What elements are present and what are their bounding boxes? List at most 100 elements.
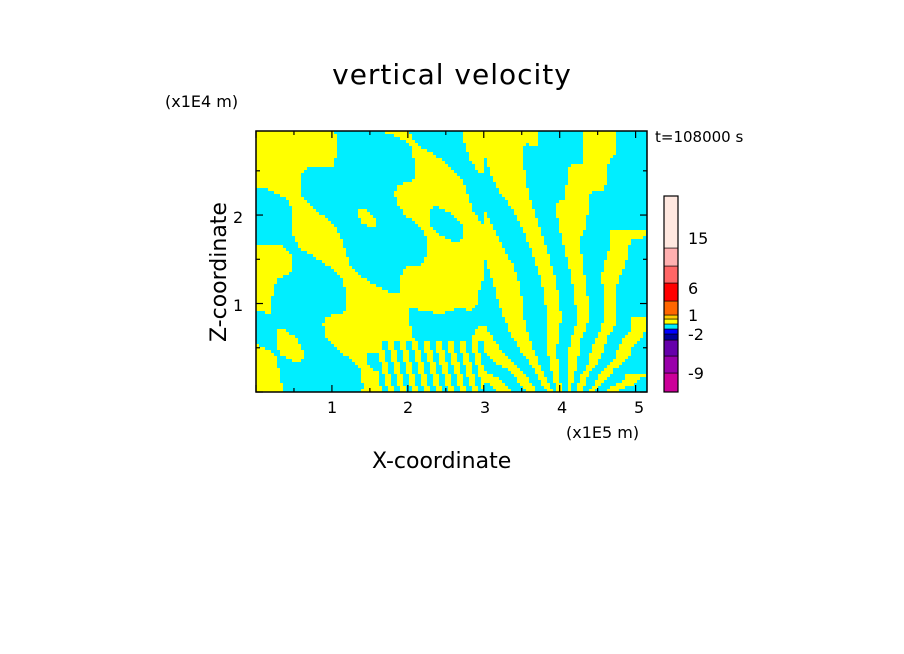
field-cell-553: [607, 365, 619, 368]
field-cell-325: [466, 308, 472, 311]
field-cell-627: [397, 380, 403, 383]
field-cell-6: [463, 134, 538, 137]
field-cell-303: [604, 296, 616, 299]
field-cell-88: [499, 191, 529, 194]
field-cell-391: [277, 338, 298, 341]
field-cell-510: [439, 359, 445, 362]
field-cell-339: [547, 314, 562, 317]
field-cell-514: [493, 359, 511, 362]
field-cell-661: [256, 386, 283, 389]
field-cell-64: [490, 173, 526, 176]
field-cell-299: [346, 296, 478, 299]
field-cell-44: [472, 161, 484, 164]
field-cell-217: [424, 260, 484, 263]
field-cell-536: [610, 362, 622, 365]
field-cell-80: [496, 185, 526, 188]
field-cell-448: [619, 347, 631, 350]
x-tick-label-1: 1: [327, 398, 338, 417]
field-cell-268: [541, 281, 556, 284]
field-cell-223: [325, 263, 349, 266]
field-cell-98: [289, 200, 307, 203]
field-cell-482: [589, 353, 601, 356]
field-cell-164: [463, 233, 496, 236]
field-cell-452: [391, 350, 397, 353]
field-cell-177: [526, 239, 544, 242]
field-cell-414: [622, 341, 637, 344]
field-cell-406: [448, 341, 454, 344]
field-cell-54: [475, 167, 484, 170]
field-cell-294: [496, 293, 520, 296]
field-cell-30: [412, 152, 433, 155]
field-cell-696: [589, 389, 595, 392]
field-cell-289: [544, 290, 559, 293]
field-cell-82: [268, 188, 301, 191]
field-cell-350: [547, 320, 562, 323]
field-cell-364: [574, 326, 586, 329]
field-cell-532: [529, 362, 538, 365]
field-cell-219: [535, 260, 550, 263]
field-cell-281: [496, 287, 520, 290]
field-cell-252: [400, 275, 484, 278]
field-cell-48: [415, 164, 448, 167]
field-cell-36: [583, 155, 613, 158]
field-cell-358: [601, 323, 616, 326]
field-cell-315: [604, 302, 616, 305]
field-cell-110: [556, 206, 589, 209]
field-cell-330: [265, 311, 271, 314]
field-cell-524: [406, 362, 412, 365]
field-cell-176: [460, 239, 499, 242]
field-cell-431: [619, 344, 634, 347]
field-cell-424: [460, 344, 466, 347]
field-cell-583: [535, 371, 544, 374]
field-cell-619: [553, 377, 559, 380]
field-cell-567: [550, 368, 559, 371]
field-cell-31: [469, 152, 523, 155]
x-axis-label: X-coordinate: [372, 449, 512, 474]
field-cell-341: [604, 314, 616, 317]
field-cell-272: [343, 284, 376, 287]
field-cell-127: [454, 215, 478, 218]
field-cell-207: [565, 254, 583, 257]
field-cell-258: [343, 278, 367, 281]
field-cell-229: [256, 266, 292, 269]
field-cell-78: [256, 185, 301, 188]
field-cell-300: [496, 296, 523, 299]
field-cell-606: [256, 377, 280, 380]
field-cell-590: [385, 374, 391, 377]
field-cell-436: [400, 347, 406, 350]
field-cell-346: [604, 317, 616, 320]
field-cell-428: [547, 344, 556, 347]
field-cell-208: [607, 254, 628, 257]
field-cell-56: [568, 167, 607, 170]
field-cell-600: [538, 374, 544, 377]
field-cell-592: [409, 374, 415, 377]
field-cell-314: [574, 302, 589, 305]
field-cell-605: [625, 374, 646, 377]
field-cell-250: [256, 275, 283, 278]
field-cell-356: [547, 323, 559, 326]
field-cell-67: [415, 176, 460, 179]
field-cell-112: [358, 209, 367, 212]
field-cell-165: [526, 233, 541, 236]
x-tick-label-2: 2: [403, 398, 414, 417]
field-cell-308: [574, 299, 589, 302]
field-cell-643: [364, 383, 379, 386]
field-cell-271: [256, 284, 274, 287]
colorbar-label-minus2: -2: [688, 325, 704, 344]
field-cell-280: [400, 287, 481, 290]
field-cell-548: [502, 365, 517, 368]
field-cell-109: [511, 206, 532, 209]
field-cell-225: [487, 263, 514, 266]
field-cell-188: [529, 245, 547, 248]
field-cell-398: [622, 338, 640, 341]
field-cell-5: [394, 134, 412, 137]
field-cell-416: [277, 344, 301, 347]
field-cell-275: [541, 284, 556, 287]
field-cell-599: [514, 374, 526, 377]
field-cell-40: [487, 158, 523, 161]
colorbar-segment-7: [663, 314, 679, 320]
field-cell-675: [556, 386, 562, 389]
field-cell-678: [592, 386, 598, 389]
field-cell-693: [556, 389, 562, 392]
field-cell-451: [340, 350, 385, 353]
